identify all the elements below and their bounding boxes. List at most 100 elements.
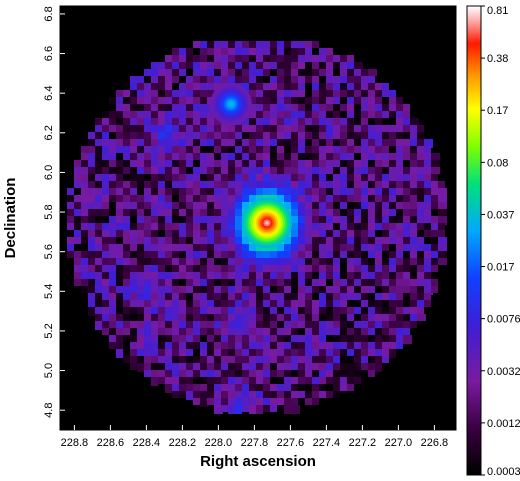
map-cell bbox=[130, 328, 139, 337]
map-cell bbox=[172, 328, 179, 335]
map-cell bbox=[74, 258, 83, 265]
map-cell bbox=[116, 188, 123, 195]
map-cell bbox=[123, 272, 130, 281]
map-cell bbox=[340, 202, 347, 211]
map-cell bbox=[165, 251, 174, 260]
map-cell bbox=[410, 202, 417, 209]
map-cell bbox=[137, 139, 144, 148]
map-cell bbox=[319, 286, 326, 293]
map-cell bbox=[242, 244, 249, 251]
map-cell bbox=[270, 104, 279, 111]
map-cell bbox=[130, 167, 139, 174]
map-cell bbox=[151, 181, 160, 188]
map-cell bbox=[396, 279, 403, 286]
map-cell bbox=[256, 146, 265, 155]
map-cell bbox=[361, 76, 368, 85]
map-cell bbox=[312, 195, 319, 204]
map-cell bbox=[263, 314, 270, 321]
map-cell bbox=[431, 286, 438, 293]
map-cell bbox=[109, 97, 116, 106]
map-cell bbox=[284, 76, 291, 83]
map-cell bbox=[200, 237, 209, 246]
map-cell bbox=[172, 384, 181, 391]
map-cell bbox=[354, 230, 361, 239]
map-cell bbox=[193, 48, 202, 57]
map-cell bbox=[298, 391, 305, 400]
map-cell bbox=[235, 230, 242, 237]
map-cell bbox=[228, 328, 237, 335]
map-cell bbox=[263, 153, 270, 160]
map-cell bbox=[221, 272, 230, 281]
map-cell bbox=[277, 160, 286, 167]
map-cell bbox=[242, 335, 251, 342]
map-cell bbox=[319, 69, 326, 78]
map-cell bbox=[319, 146, 326, 153]
map-cell bbox=[389, 230, 396, 239]
map-cell bbox=[242, 265, 249, 274]
map-cell bbox=[291, 174, 300, 181]
map-cell bbox=[179, 83, 188, 92]
map-cell bbox=[207, 398, 214, 405]
map-cell bbox=[389, 167, 396, 174]
map-cell bbox=[242, 83, 249, 92]
map-cell bbox=[256, 349, 265, 356]
map-cell bbox=[228, 76, 235, 83]
map-cell bbox=[130, 188, 137, 195]
map-cell bbox=[207, 272, 214, 279]
map-cell bbox=[263, 125, 270, 132]
map-cell bbox=[123, 321, 130, 328]
map-cell bbox=[123, 328, 132, 337]
map-cell bbox=[144, 153, 153, 162]
map-cell bbox=[361, 202, 370, 211]
map-cell bbox=[319, 76, 326, 83]
map-cell bbox=[403, 314, 412, 321]
map-cell bbox=[165, 307, 172, 316]
map-cell bbox=[298, 223, 305, 230]
map-cell bbox=[74, 202, 83, 209]
map-cell bbox=[354, 349, 361, 358]
map-cell bbox=[340, 125, 349, 132]
y-tick-label: 5.0 bbox=[43, 363, 55, 378]
map-cell bbox=[102, 111, 109, 118]
map-cell bbox=[102, 314, 109, 321]
map-cell bbox=[151, 62, 158, 69]
map-cell bbox=[347, 286, 356, 293]
map-cell bbox=[354, 335, 363, 344]
map-cell bbox=[249, 48, 256, 55]
map-cell bbox=[172, 377, 181, 384]
map-cell bbox=[305, 237, 314, 246]
map-cell bbox=[151, 258, 158, 265]
map-cell bbox=[123, 146, 130, 155]
map-cell bbox=[312, 335, 319, 342]
map-cell bbox=[354, 356, 361, 365]
map-cell bbox=[165, 377, 174, 384]
map-cell bbox=[312, 391, 319, 400]
map-cell bbox=[340, 69, 347, 76]
map-cell bbox=[186, 167, 193, 174]
map-cell bbox=[200, 209, 207, 216]
map-cell bbox=[214, 146, 221, 153]
map-cell bbox=[382, 279, 391, 286]
map-cell bbox=[354, 62, 363, 69]
map-cell bbox=[186, 370, 195, 377]
map-cell bbox=[347, 342, 354, 351]
map-cell bbox=[389, 223, 396, 232]
map-cell bbox=[200, 41, 207, 48]
map-cell bbox=[340, 286, 347, 293]
map-cell bbox=[165, 300, 174, 307]
map-cell bbox=[291, 111, 300, 118]
map-cell bbox=[193, 363, 200, 370]
map-cell bbox=[298, 118, 305, 125]
map-cell bbox=[200, 293, 207, 300]
map-cell bbox=[368, 83, 375, 90]
map-cell bbox=[144, 293, 153, 302]
map-cell bbox=[151, 188, 158, 195]
map-cell bbox=[326, 104, 333, 111]
map-cell bbox=[347, 307, 354, 314]
map-cell bbox=[221, 405, 230, 412]
map-cell bbox=[368, 328, 375, 335]
map-cell bbox=[389, 125, 396, 132]
map-cell bbox=[81, 244, 90, 253]
map-cell bbox=[277, 167, 284, 176]
map-cell bbox=[375, 279, 382, 286]
